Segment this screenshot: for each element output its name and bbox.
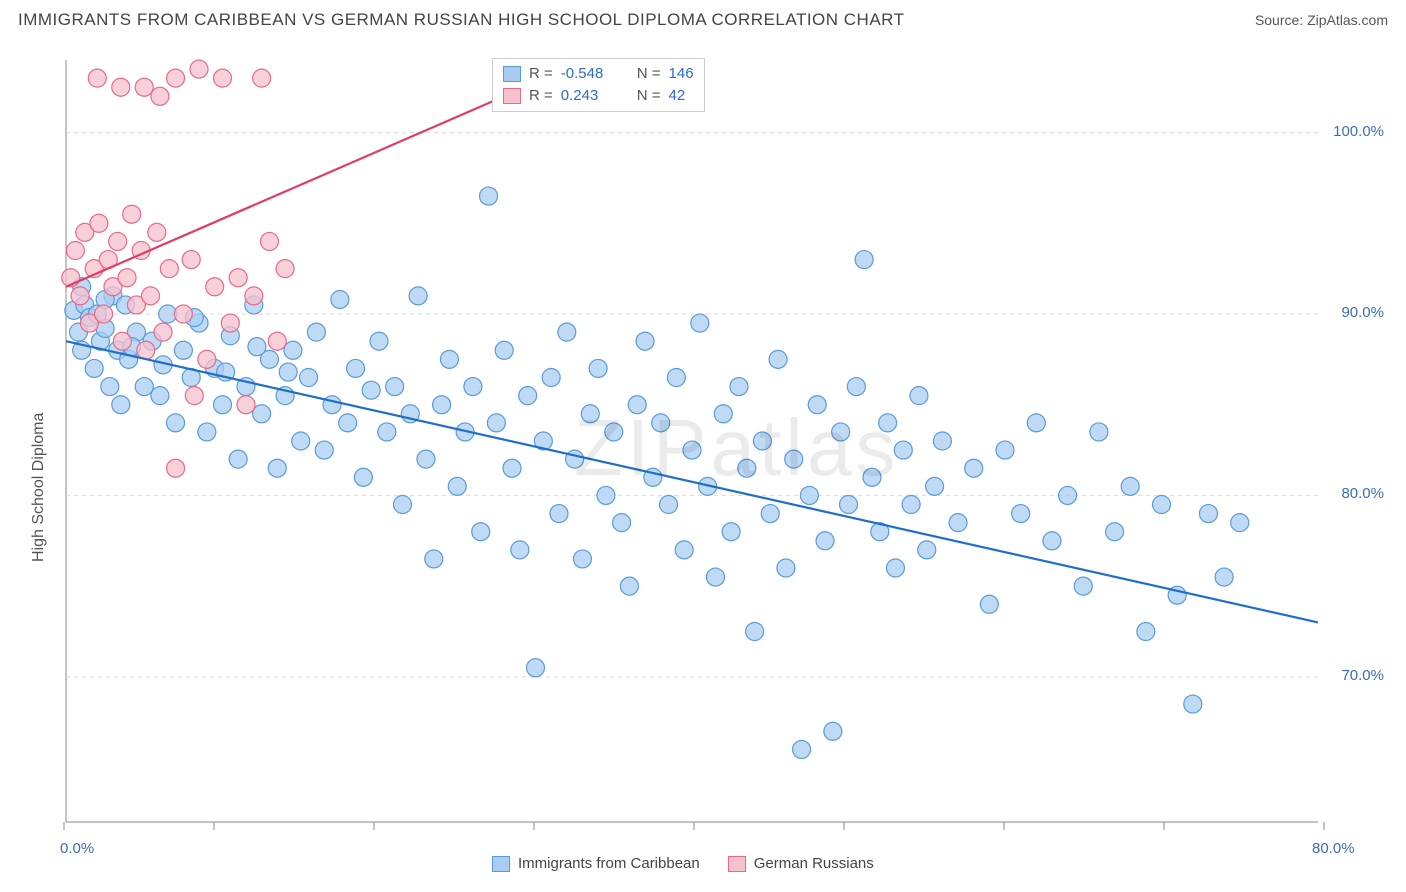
- chart-title: IMMIGRANTS FROM CARIBBEAN VS GERMAN RUSS…: [18, 10, 905, 30]
- source-label: Source: ZipAtlas.com: [1255, 12, 1388, 28]
- series-legend: Immigrants from Caribbean German Russians: [492, 855, 874, 872]
- stats-legend: R =-0.548N =146R =0.243N =42: [492, 58, 705, 112]
- y-tick: 100.0%: [1333, 123, 1384, 140]
- stats-row: R =-0.548N =146: [503, 63, 694, 85]
- legend-item: Immigrants from Caribbean: [492, 855, 700, 872]
- legend-swatch: [503, 66, 521, 82]
- y-axis-label: High School Diploma: [30, 413, 48, 562]
- chart-container: ZIPatlas R =-0.548N =146R =0.243N =42 Hi…: [14, 42, 1392, 878]
- legend-label: Immigrants from Caribbean: [518, 855, 700, 872]
- legend-item: German Russians: [728, 855, 874, 872]
- x-tick: 80.0%: [1312, 840, 1355, 857]
- legend-swatch: [503, 88, 521, 104]
- stats-row: R =0.243N =42: [503, 85, 694, 107]
- legend-label: German Russians: [754, 855, 874, 872]
- y-tick: 80.0%: [1341, 485, 1384, 502]
- scatter-chart: [14, 42, 1392, 878]
- y-tick: 70.0%: [1341, 667, 1384, 684]
- legend-swatch: [492, 856, 510, 872]
- y-tick: 90.0%: [1341, 304, 1384, 321]
- legend-swatch: [728, 856, 746, 872]
- x-tick: 0.0%: [60, 840, 94, 857]
